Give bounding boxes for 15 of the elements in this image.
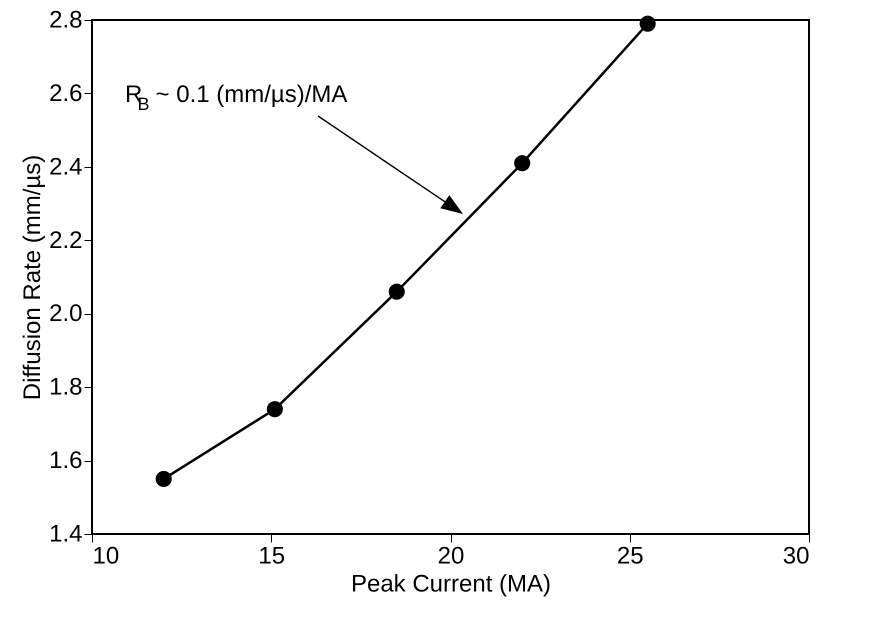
x-tick-label: 10 <box>92 542 120 570</box>
y-tick-label: 1.8 <box>49 374 82 401</box>
y-tick-label: 2.2 <box>49 226 82 254</box>
x-tick-label: 20 <box>438 542 464 570</box>
y-tick-label: 2.6 <box>49 80 82 107</box>
x-tick-label: 30 <box>782 542 810 570</box>
y-tick-label: 1.4 <box>49 520 82 548</box>
y-tick-label: 1.6 <box>49 447 82 474</box>
y-tick-label: 2.4 <box>49 153 82 180</box>
x-axis-title: Peak Current (MA) <box>350 570 552 598</box>
y-tick-label: 2.0 <box>49 300 82 328</box>
x-tick-label: 15 <box>258 542 286 570</box>
x-tick-label: 25 <box>616 542 644 570</box>
y-axis-title: Diffusion Rate (mm/µs) <box>19 154 46 400</box>
y-tick-label: 2.8 <box>49 6 82 34</box>
